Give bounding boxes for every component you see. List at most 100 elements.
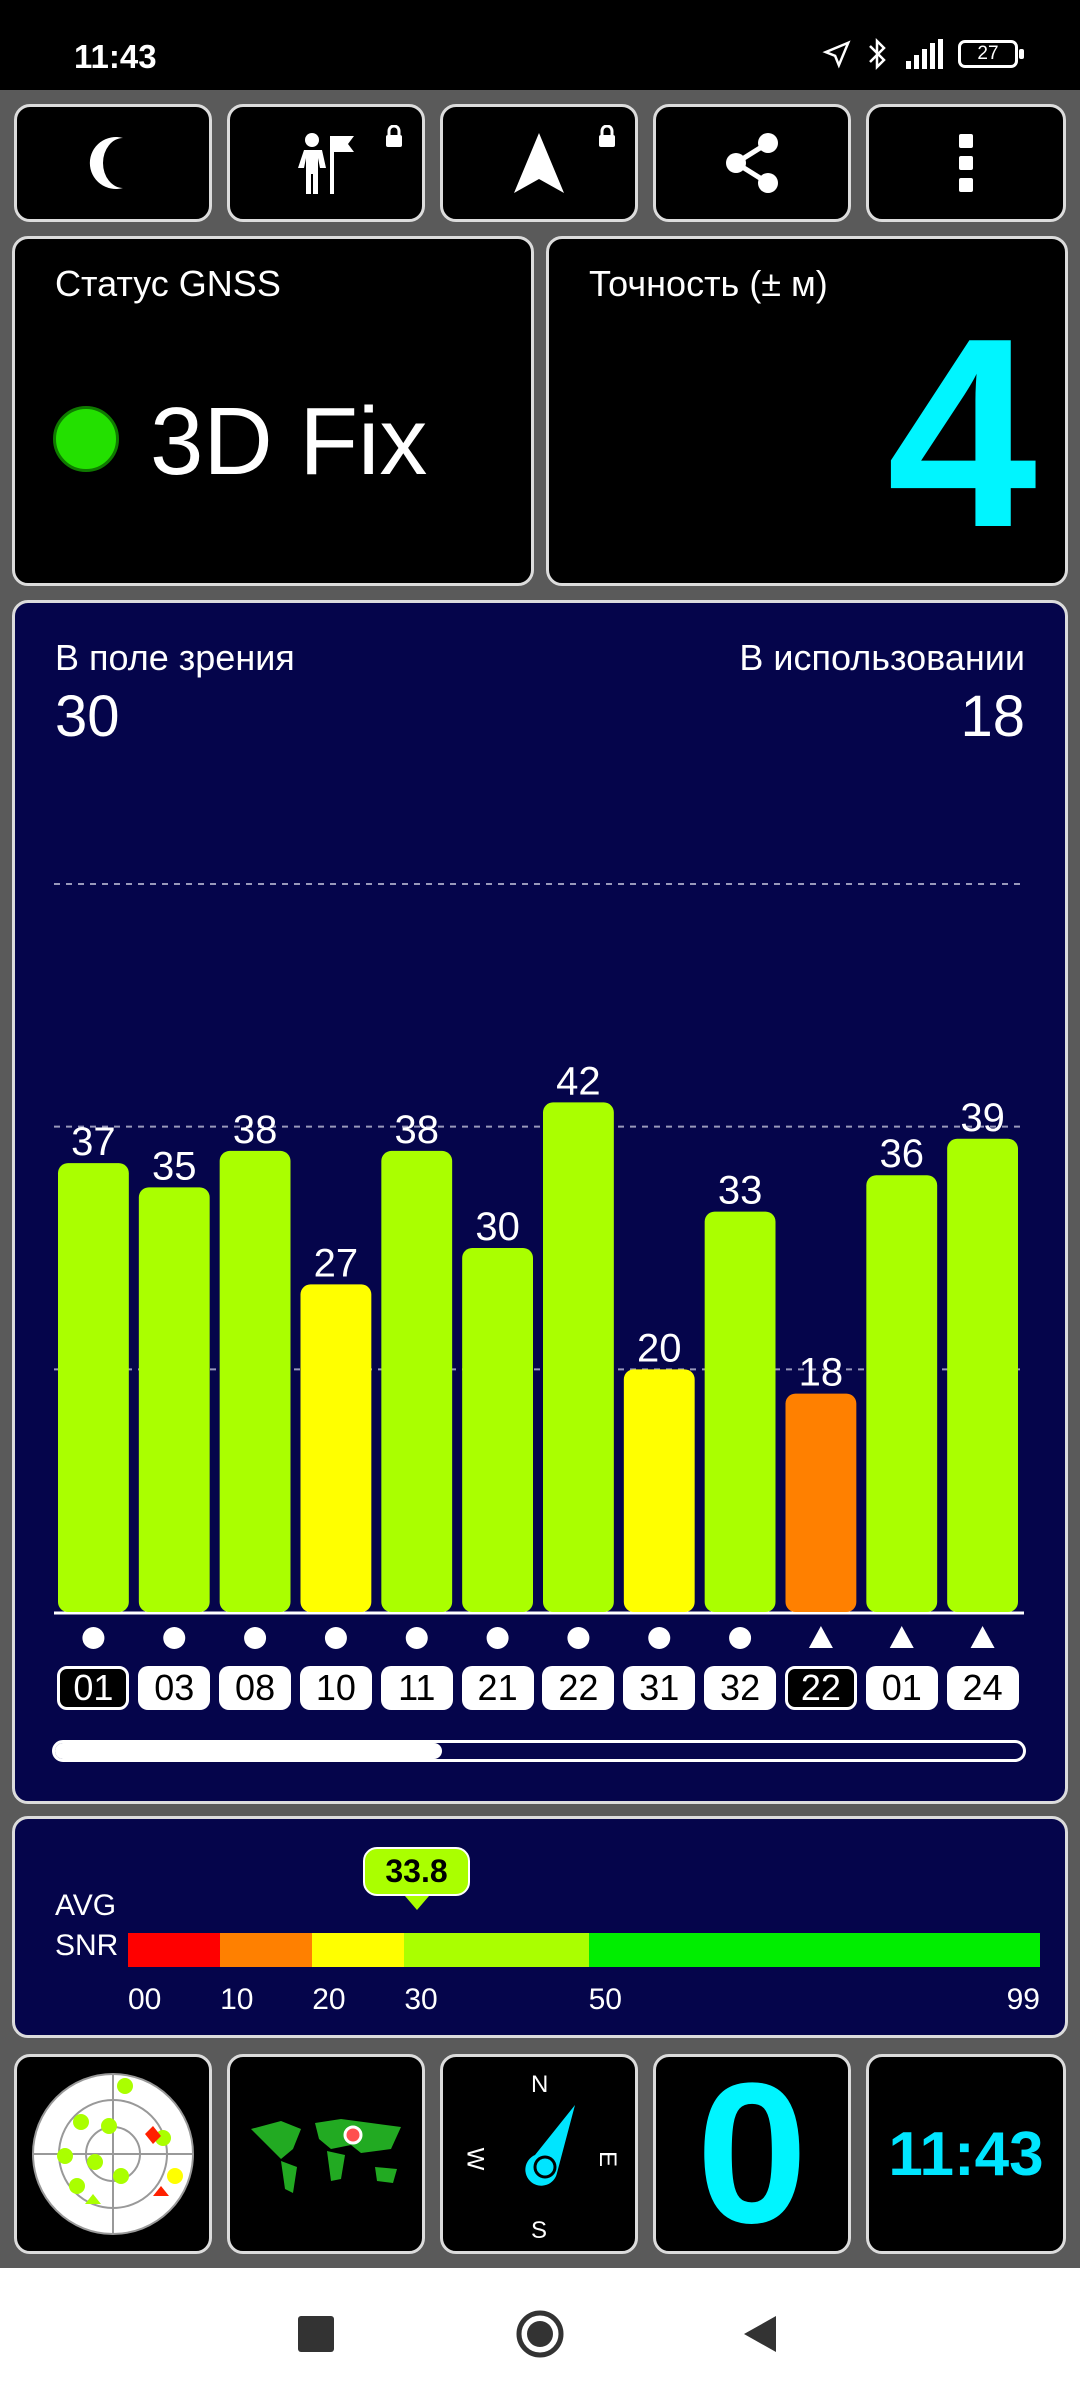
gps-constellation-icon [729,1627,752,1649]
share-icon [726,133,778,193]
snr-bar-label: 39 [960,1096,1005,1140]
share-button[interactable] [653,104,851,222]
glonass-constellation-icon [889,1626,914,1648]
satellite-id-label: 22 [784,1666,857,1710]
back-button[interactable] [740,2314,780,2354]
snr-label-avg: AVG [55,1889,117,1922]
speed-value: 0 [696,2042,808,2265]
satellite-id-label: 11 [380,1666,453,1710]
snr-bar [543,1102,614,1612]
snr-bar [300,1284,372,1612]
snr-scale-tick: 20 [312,1983,346,2016]
gps-constellation-icon [82,1627,105,1649]
scrollbar-thumb[interactable] [55,1743,443,1759]
snr-scale-tick: 99 [1006,1983,1040,2016]
battery-icon: 27 [958,40,1024,68]
snr-scale-segment [588,1933,1040,1967]
in-use-label: В использовании [739,637,1025,678]
status-time: 11:43 [74,38,157,75]
satellite-id-label: 21 [461,1666,534,1710]
satellite-id-label: 32 [704,1666,777,1710]
gps-constellation-icon [163,1627,186,1649]
avg-snr-bubble: 33.8 [363,1847,470,1910]
satellite-id-label: 03 [138,1666,211,1710]
navigate-to-point-button[interactable] [227,104,425,222]
bubble-pointer [404,1896,429,1910]
lock-icon [386,125,402,147]
system-nav-bar [0,2268,1080,2400]
clock-value: 11:43 [888,2119,1044,2189]
snr-bar-label: 20 [637,1326,682,1370]
avg-snr-value: 33.8 [363,1847,470,1896]
night-mode-button[interactable] [14,104,212,222]
gnss-status-tile[interactable]: Статус GNSS 3D Fix [12,236,534,586]
satellite-snr-chart: 37 35 38 27 38 30 42 20 33 18 36 39 [54,883,1024,1649]
sky-view-tile[interactable] [14,2054,212,2254]
satellite-id-label: 01 [57,1666,130,1710]
snr-bar [704,1211,776,1612]
snr-bar-label: 38 [233,1108,278,1152]
fix-indicator-icon [53,406,119,472]
gps-constellation-icon [486,1627,509,1649]
satellite-id-label: 22 [542,1666,615,1710]
snr-bar-label: 42 [556,1059,601,1103]
snr-bar [58,1163,129,1612]
snr-label-snr: SNR [55,1929,119,1962]
snr-bar [785,1393,857,1612]
satellite-id-label: 10 [299,1666,372,1710]
compass-tile[interactable]: N E S W [440,2054,638,2254]
bluetooth-icon [869,37,886,71]
snr-bar [138,1187,210,1612]
snr-bar-label: 33 [718,1169,763,1213]
snr-bar-label: 30 [475,1205,520,1249]
accuracy-title: Точность (± м) [589,263,828,304]
snr-scale-segment [312,1933,405,1967]
avg-snr-tile[interactable]: AVG SNR 00 10 20 30 50 99 33.8 [12,1816,1068,2038]
person-flag-icon [298,133,354,194]
satellite-scrollbar[interactable] [52,1740,1026,1762]
world-map-tile[interactable] [227,2054,425,2254]
satellite-id-label: 31 [623,1666,696,1710]
satellite-id-label: 01 [865,1666,938,1710]
in-view-label: В поле зрения [55,637,295,678]
snr-bar-label: 27 [314,1241,359,1285]
clock-tile[interactable]: 11:43 [866,2054,1066,2254]
snr-bar-label: 35 [152,1144,197,1188]
glonass-constellation-icon [808,1626,833,1648]
satellite-id-label: 24 [946,1666,1019,1710]
snr-scale: 00 10 20 30 50 99 [128,1933,1040,2023]
snr-bar [623,1369,695,1612]
navigation-button[interactable] [440,104,638,222]
location-icon [822,40,851,69]
gps-constellation-icon [324,1627,347,1649]
snr-scale-tick: 00 [128,1983,162,2016]
gps-constellation-icon [405,1627,428,1649]
snr-bar-label: 38 [395,1108,440,1152]
navigation-arrow-icon [514,133,564,193]
home-button[interactable] [514,2308,566,2360]
gps-constellation-icon [244,1627,267,1649]
world-map-icon [251,2119,401,2193]
snr-bar [219,1150,291,1612]
snr-bar [381,1150,453,1612]
snr-scale-segment [404,1933,589,1967]
more-vert-icon [959,134,973,192]
recents-button[interactable] [298,2316,334,2352]
sky-view-icon [32,2073,194,2235]
snr-bar [462,1248,533,1612]
fix-status-value: 3D Fix [150,388,428,495]
snr-scale-segment [128,1933,221,1967]
more-options-button[interactable] [866,104,1066,222]
accuracy-tile[interactable]: Точность (± м) 4 [546,236,1068,586]
satellite-id-label: 08 [219,1666,292,1710]
speed-tile[interactable]: 0 [653,2054,851,2254]
snr-scale-tick: 50 [588,1983,622,2016]
snr-bar-label: 36 [880,1132,925,1176]
in-use-count: 18 [960,684,1025,749]
gps-constellation-icon [648,1627,671,1649]
status-icons: 27 [822,34,1024,74]
signal-icon [906,39,943,69]
snr-scale-segment [220,1933,313,1967]
snr-bar [866,1175,938,1612]
accuracy-value: 4 [886,283,1037,584]
